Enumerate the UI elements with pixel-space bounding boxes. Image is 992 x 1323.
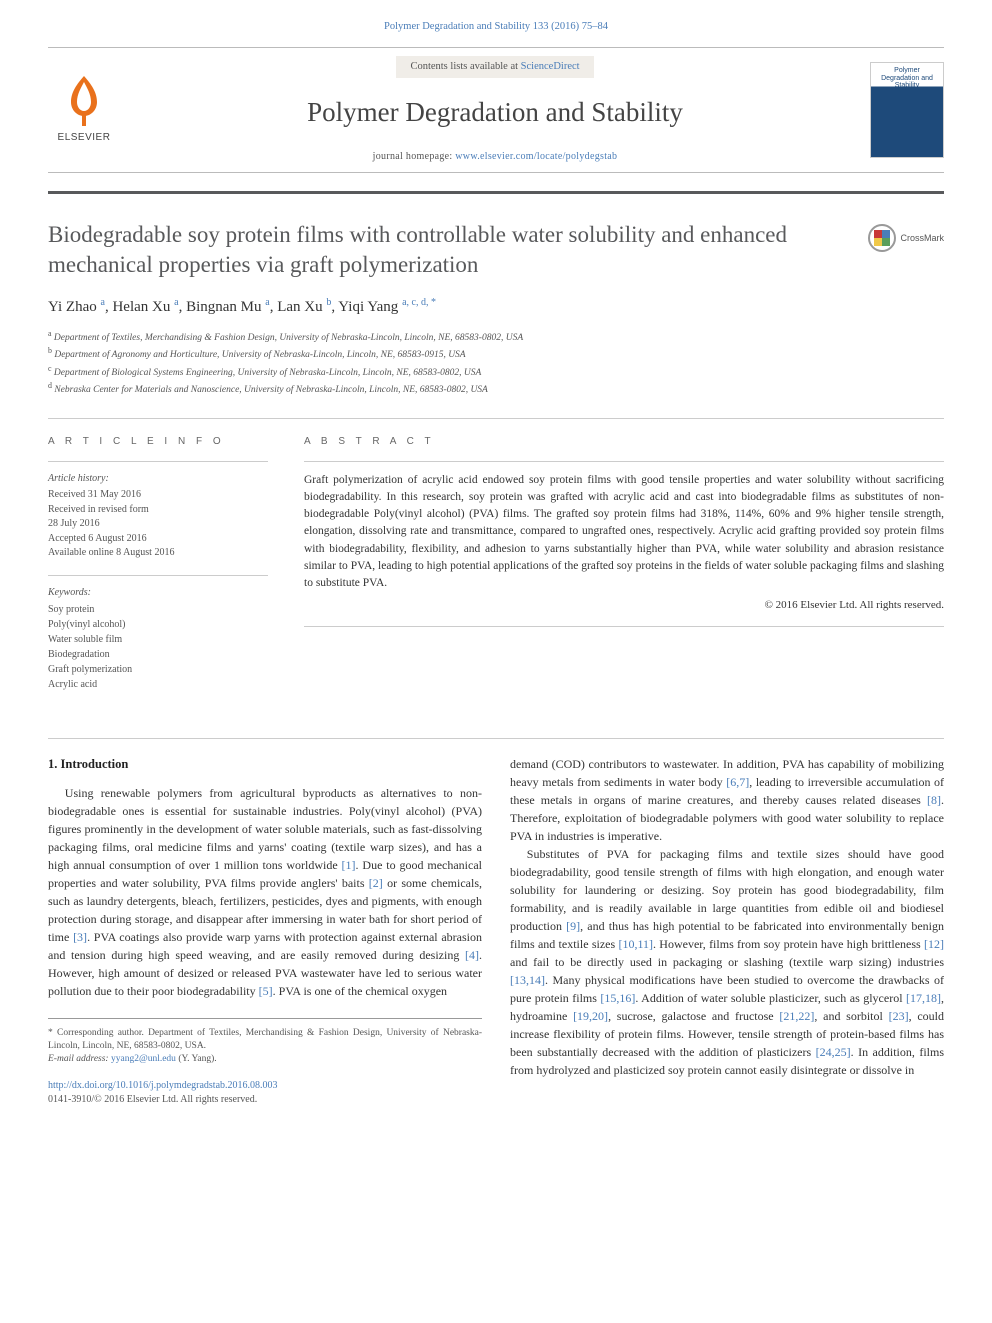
keyword: Biodegradation bbox=[48, 647, 268, 662]
sciencedirect-link[interactable]: ScienceDirect bbox=[521, 61, 580, 72]
masthead: ELSEVIER Contents lists available at Sci… bbox=[48, 47, 944, 173]
keywords-label: Keywords: bbox=[48, 586, 268, 601]
abstract-heading: A B S T R A C T bbox=[304, 435, 944, 449]
title-block: CrossMark Biodegradable soy protein film… bbox=[48, 191, 944, 397]
keyword: Poly(vinyl alcohol) bbox=[48, 617, 268, 632]
homepage-prefix: journal homepage: bbox=[373, 151, 456, 162]
doi-link[interactable]: http://dx.doi.org/10.1016/j.polymdegrads… bbox=[48, 1080, 278, 1091]
article-info-heading: A R T I C L E I N F O bbox=[48, 435, 268, 449]
corresponding-email: E-mail address: yyang2@unl.edu (Y. Yang)… bbox=[48, 1053, 482, 1066]
keyword: Acrylic acid bbox=[48, 677, 268, 692]
body-columns: 1. Introduction Using renewable polymers… bbox=[48, 755, 944, 1107]
intro-paragraph: Substitutes of PVA for packaging films a… bbox=[510, 845, 944, 1079]
corresponding-author: * Corresponding author. Department of Te… bbox=[48, 1027, 482, 1054]
intro-paragraph: Using renewable polymers from agricultur… bbox=[48, 784, 482, 1000]
journal-homepage: journal homepage: www.elsevier.com/locat… bbox=[136, 150, 854, 164]
abstract-text: Graft polymerization of acrylic acid end… bbox=[304, 472, 944, 593]
affiliation-b: b Department of Agronomy and Horticultur… bbox=[48, 345, 944, 362]
email-suffix: (Y. Yang). bbox=[176, 1054, 217, 1064]
history-line: Received 31 May 2016 bbox=[48, 488, 268, 503]
history-label: Article history: bbox=[48, 472, 268, 487]
corresponding-footer: * Corresponding author. Department of Te… bbox=[48, 1018, 482, 1107]
contents-prefix: Contents lists available at bbox=[410, 61, 520, 72]
homepage-url-link[interactable]: www.elsevier.com/locate/polydegstab bbox=[455, 151, 617, 162]
intro-paragraph: demand (COD) contributors to wastewater.… bbox=[510, 755, 944, 845]
keywords-list: Soy protein Poly(vinyl alcohol) Water so… bbox=[48, 602, 268, 692]
article-info: A R T I C L E I N F O Article history: R… bbox=[48, 435, 268, 707]
abstract-copyright: © 2016 Elsevier Ltd. All rights reserved… bbox=[304, 598, 944, 613]
intro-heading: 1. Introduction bbox=[48, 755, 482, 774]
contents-line: Contents lists available at ScienceDirec… bbox=[396, 56, 593, 79]
doi-block: http://dx.doi.org/10.1016/j.polymdegrads… bbox=[48, 1079, 482, 1107]
affiliation-a: a Department of Textiles, Merchandising … bbox=[48, 328, 944, 345]
abstract-column: A B S T R A C T Graft polymerization of … bbox=[304, 435, 944, 707]
email-link[interactable]: yyang2@unl.edu bbox=[111, 1054, 176, 1064]
divider-top bbox=[48, 418, 944, 419]
history-line: Received in revised form bbox=[48, 503, 268, 518]
keyword: Water soluble film bbox=[48, 632, 268, 647]
info-abstract-row: A R T I C L E I N F O Article history: R… bbox=[48, 435, 944, 707]
keyword: Graft polymerization bbox=[48, 662, 268, 677]
paper-title: Biodegradable soy protein films with con… bbox=[48, 220, 944, 280]
publisher-word: ELSEVIER bbox=[58, 131, 111, 145]
journal-cover-thumb: Polymer Degradation and Stability bbox=[870, 62, 944, 158]
keywords-block: Keywords: Soy protein Poly(vinyl alcohol… bbox=[48, 586, 268, 693]
history-line: Available online 8 August 2016 bbox=[48, 546, 268, 561]
authors-line: Yi Zhao a, Helan Xu a, Bingnan Mu a, Lan… bbox=[48, 296, 944, 318]
masthead-center: Contents lists available at ScienceDirec… bbox=[136, 56, 854, 164]
publisher-logo: ELSEVIER bbox=[48, 70, 120, 150]
cover-text: Polymer Degradation and Stability bbox=[875, 67, 939, 90]
journal-masthead-title: Polymer Degradation and Stability bbox=[136, 94, 854, 132]
crossmark-icon bbox=[868, 224, 896, 252]
history-line: 28 July 2016 bbox=[48, 517, 268, 532]
issn-line: 0141-3910/© 2016 Elsevier Ltd. All right… bbox=[48, 1093, 482, 1107]
header-citation: Polymer Degradation and Stability 133 (2… bbox=[48, 20, 944, 35]
email-label: E-mail address: bbox=[48, 1054, 111, 1064]
keyword: Soy protein bbox=[48, 602, 268, 617]
affiliations: a Department of Textiles, Merchandising … bbox=[48, 328, 944, 398]
crossmark-badge[interactable]: CrossMark bbox=[868, 224, 944, 252]
divider-mid bbox=[48, 738, 944, 739]
history-line: Accepted 6 August 2016 bbox=[48, 532, 268, 547]
affiliation-d: d Nebraska Center for Materials and Nano… bbox=[48, 380, 944, 397]
affiliation-c: c Department of Biological Systems Engin… bbox=[48, 363, 944, 380]
crossmark-label: CrossMark bbox=[900, 232, 944, 245]
elsevier-tree-icon bbox=[59, 74, 109, 129]
article-history: Article history: Received 31 May 2016 Re… bbox=[48, 472, 268, 561]
